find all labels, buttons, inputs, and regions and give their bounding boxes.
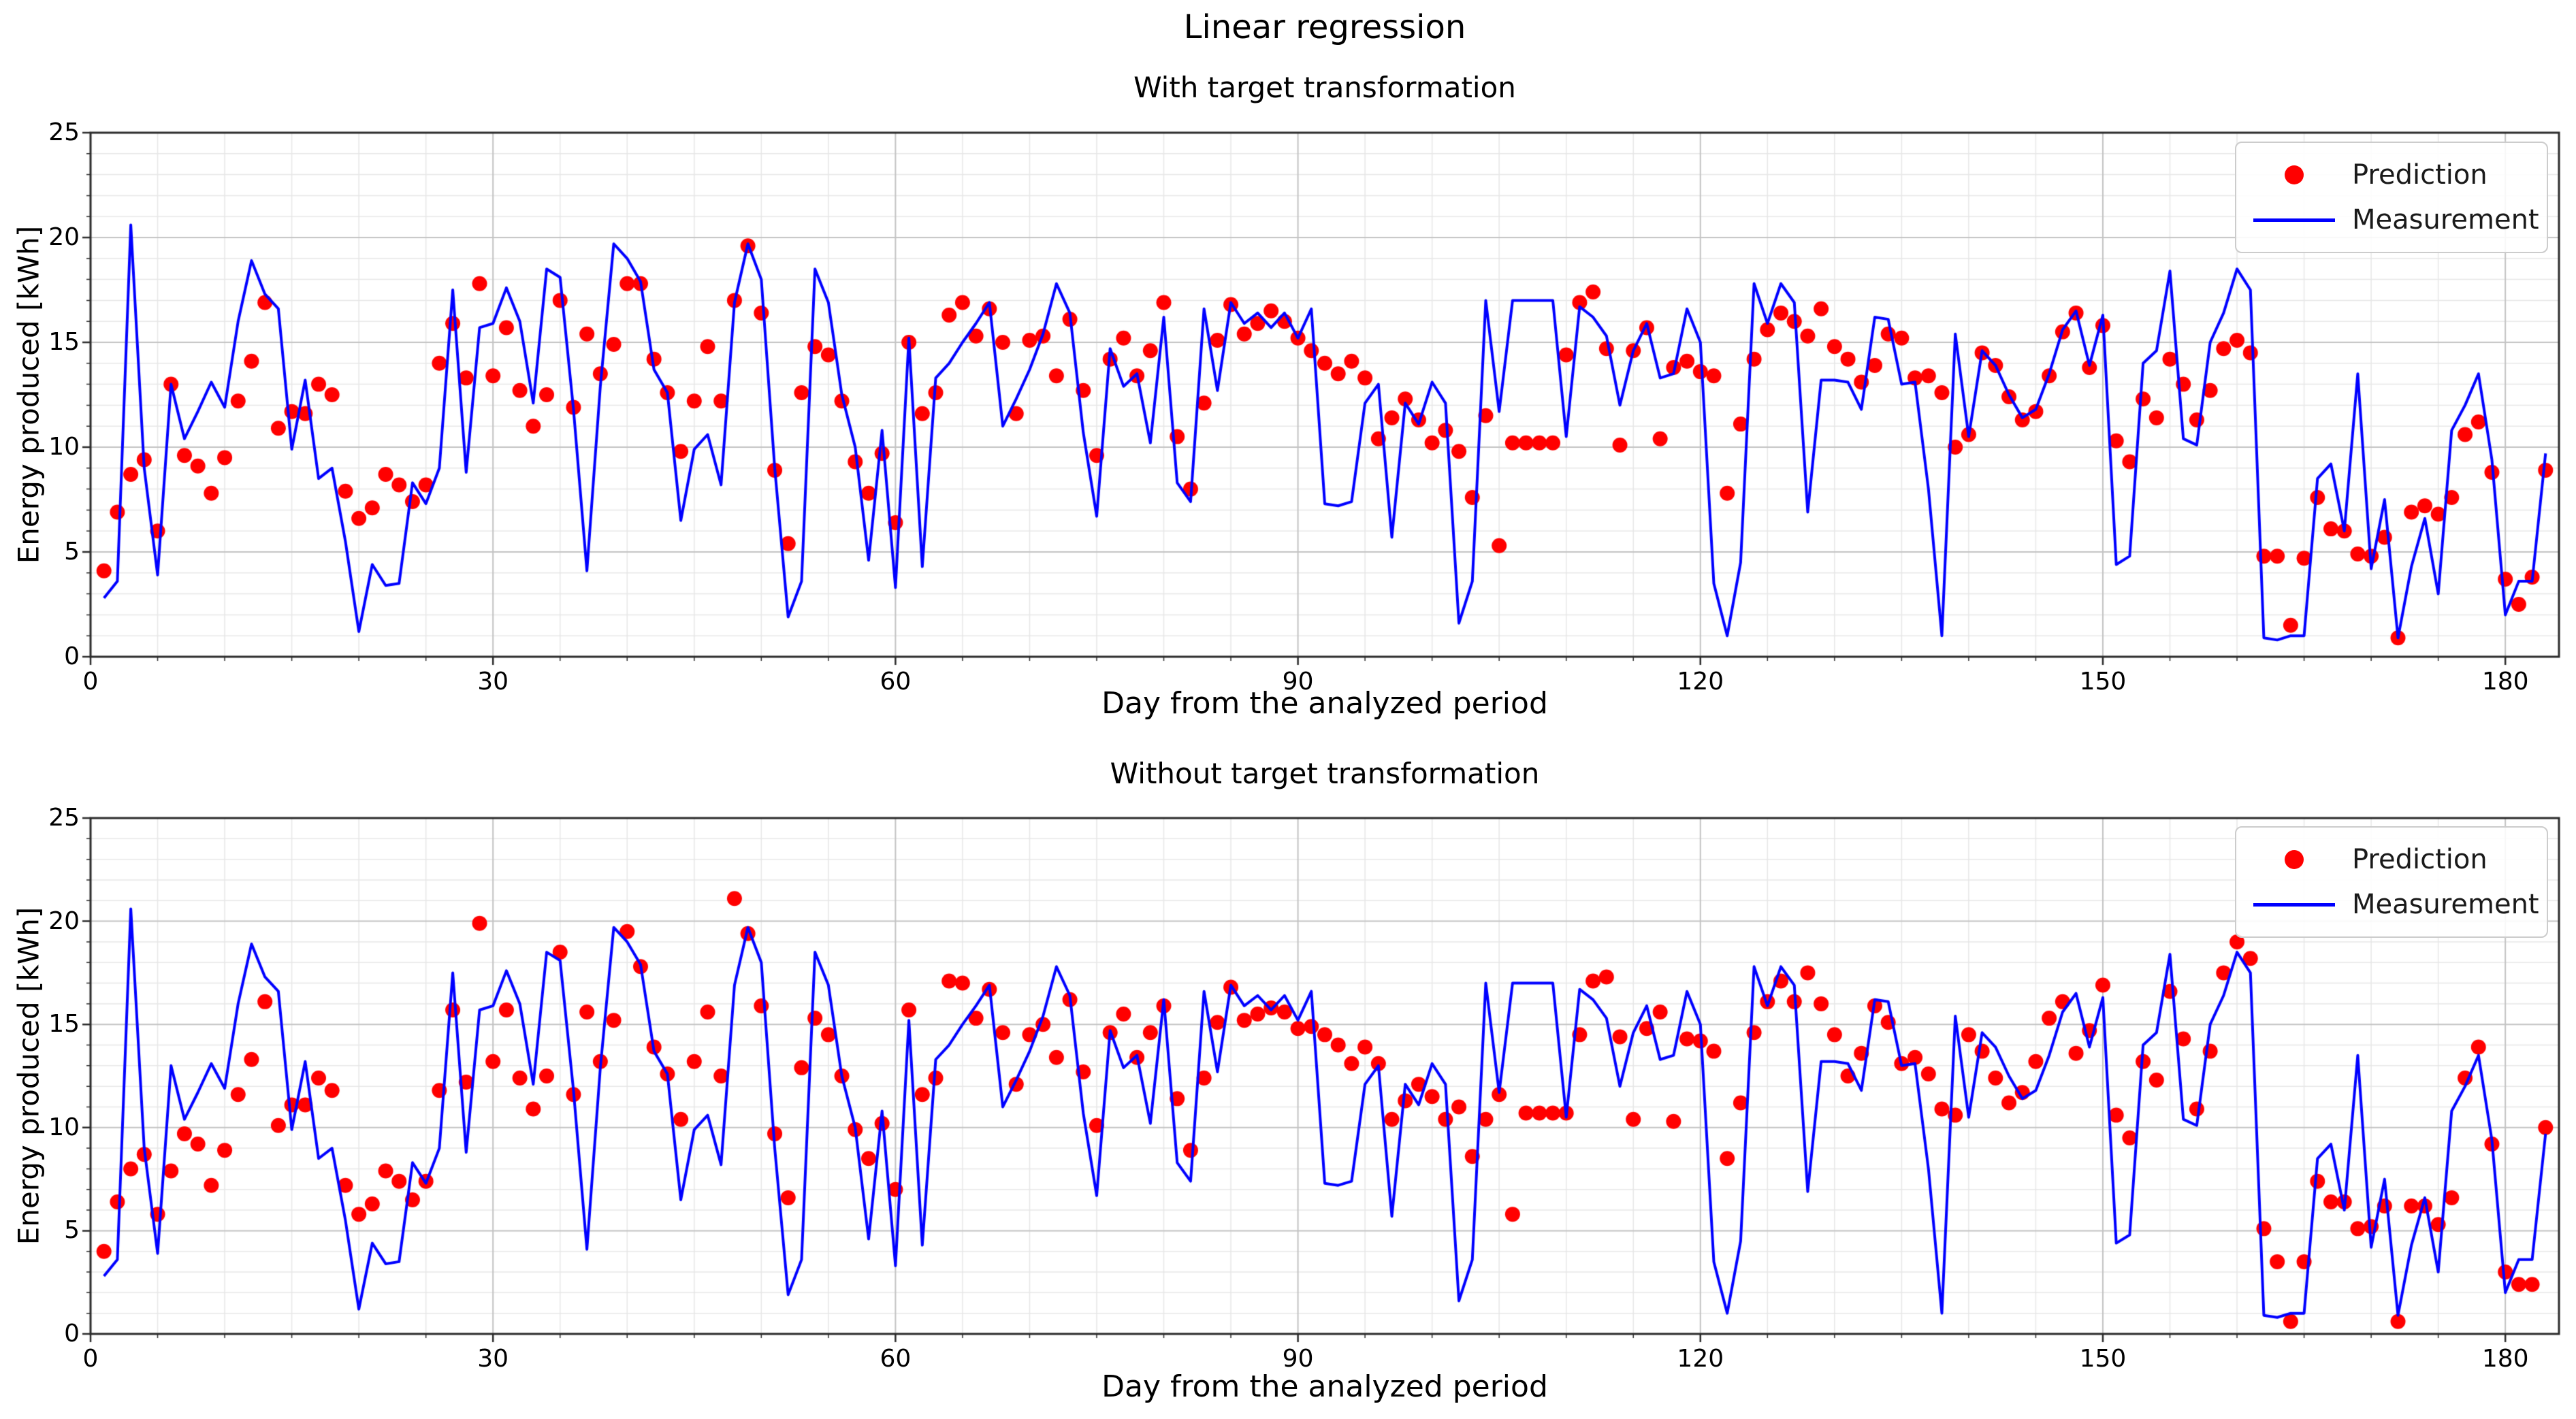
subplot1-y-axis-label: Energy produced [kWh] [12,225,46,564]
subplot1-legend: Prediction Measurement [2235,142,2548,253]
subplot2-title: Without target transformation [1110,757,1540,790]
y-tick-label: 25 [48,118,80,146]
y-tick-label: 20 [48,223,80,251]
y-tick-label: 10 [48,1113,80,1141]
figure-title: Linear regression [1183,8,1466,46]
y-tick-label: 15 [48,1010,80,1039]
legend-label: Measurement [2352,204,2539,235]
y-tick-label: 5 [64,538,80,566]
x-tick-label: 90 [1282,1345,1314,1373]
x-tick-label: 180 [2481,668,2529,696]
subplot2-y-axis-label: Energy produced [kWh] [12,907,46,1245]
x-tick-label: 0 [82,668,99,696]
measurement-line-icon [2236,218,2352,222]
x-tick-label: 120 [1677,668,1724,696]
legend-item-measurement: Measurement [2236,197,2547,242]
subplot2-x-axis-label: Day from the analyzed period [1101,1369,1548,1404]
legend-label: Measurement [2352,889,2539,920]
y-tick-label: 15 [48,328,80,356]
x-tick-label: 60 [880,668,912,696]
legend-item-measurement: Measurement [2236,882,2547,927]
x-tick-label: 120 [1677,1345,1724,1373]
legend-label: Prediction [2352,844,2488,875]
subplot1-x-axis-label: Day from the analyzed period [1101,686,1548,721]
legend-item-prediction: Prediction [2236,837,2547,882]
y-tick-label: 0 [64,1320,80,1348]
y-tick-label: 5 [64,1216,80,1245]
legend-item-prediction: Prediction [2236,152,2547,197]
prediction-dot-icon [2236,165,2352,184]
x-tick-label: 60 [880,1345,912,1373]
x-tick-label: 0 [82,1345,99,1373]
x-tick-label: 180 [2481,1345,2529,1373]
x-tick-label: 30 [477,1345,509,1373]
x-tick-label: 30 [477,668,509,696]
y-tick-label: 25 [48,804,80,832]
y-tick-label: 20 [48,907,80,935]
subplot2-legend: Prediction Measurement [2235,826,2548,938]
y-tick-label: 10 [48,433,80,461]
legend-label: Prediction [2352,159,2488,191]
x-tick-label: 150 [2079,1345,2127,1373]
subplot1-title: With target transformation [1133,71,1516,104]
prediction-dot-icon [2236,850,2352,869]
x-tick-label: 90 [1282,668,1314,696]
x-tick-label: 150 [2079,668,2127,696]
measurement-line-icon [2236,902,2352,907]
y-tick-label: 0 [64,642,80,670]
